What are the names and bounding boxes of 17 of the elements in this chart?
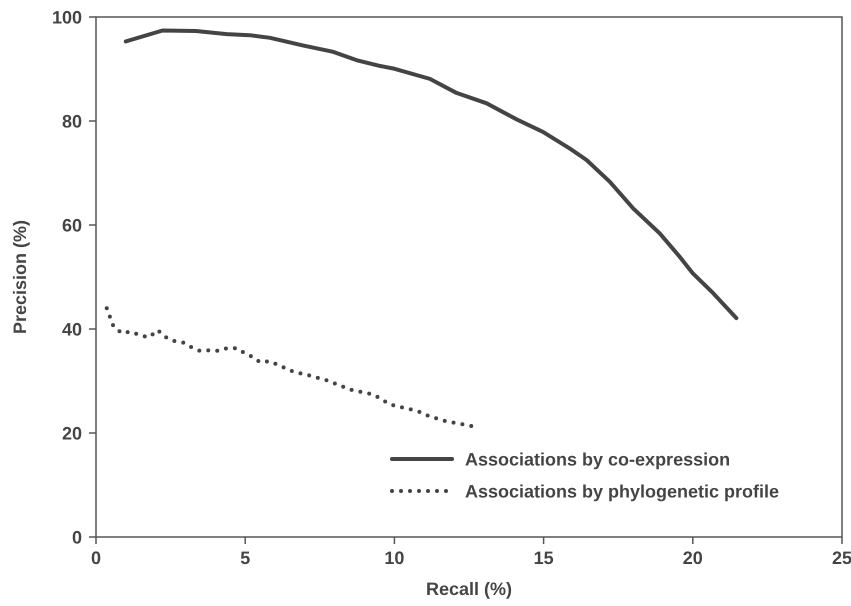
x-tick-label: 10 xyxy=(384,548,404,568)
line-series xyxy=(104,306,475,428)
x-tick-label: 0 xyxy=(90,548,102,568)
x-tick-label: 15 xyxy=(534,548,554,568)
legend-label: Associations by co-expression xyxy=(465,449,730,470)
line-series xyxy=(124,28,738,320)
y-tick-label: 0 xyxy=(72,527,82,548)
y-tick-label: 40 xyxy=(62,319,82,340)
y-tick-label: 20 xyxy=(62,423,82,444)
y-tick-label: 60 xyxy=(62,215,82,236)
x-tick-label: 5 xyxy=(240,548,250,568)
y-tick-label: 80 xyxy=(62,111,82,132)
x-tick-label: 20 xyxy=(682,548,703,568)
y-axis-title: Precision (%) xyxy=(10,220,30,334)
legend-label: Associations by phylogenetic profile xyxy=(465,481,780,502)
y-tick-label: 100 xyxy=(52,7,82,28)
x-axis-title: Recall (%) xyxy=(426,579,512,599)
